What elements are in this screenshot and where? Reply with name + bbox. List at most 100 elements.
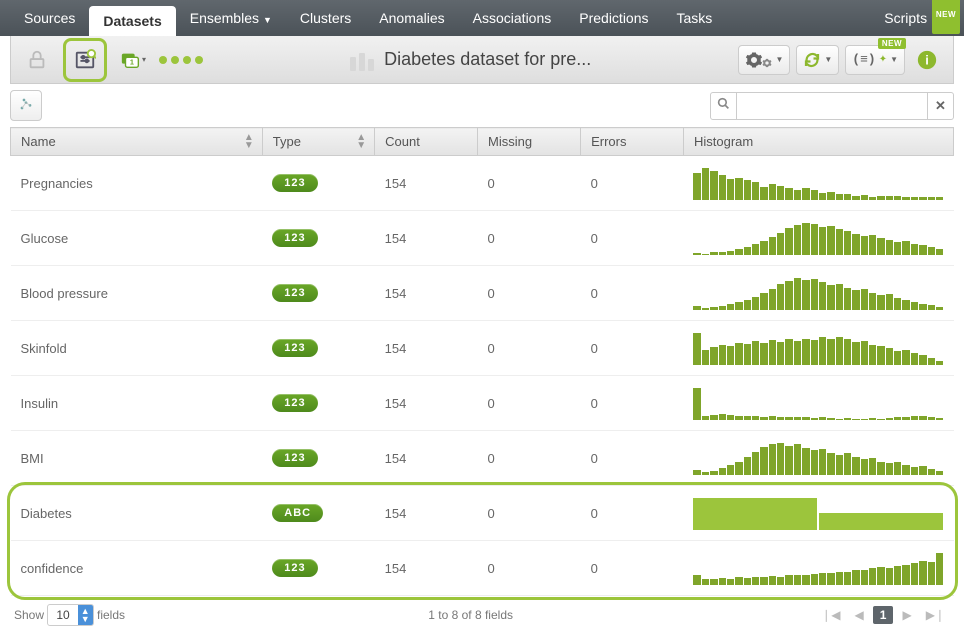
- count-cell: 154: [375, 156, 478, 211]
- histogram-cell: [683, 266, 953, 321]
- svg-text:1: 1: [130, 57, 134, 66]
- lock-icon: [21, 44, 53, 76]
- type-badge: 123: [272, 339, 317, 357]
- nav-tab-ensembles[interactable]: Ensembles▼: [176, 0, 286, 36]
- configure-dataset-button[interactable]: [63, 38, 107, 82]
- histogram-cell: [683, 541, 953, 596]
- title-area: Diabetes dataset for pre...: [213, 49, 728, 71]
- nav-tab-sources[interactable]: Sources: [10, 0, 89, 36]
- svg-text:i: i: [925, 52, 929, 67]
- table-row[interactable]: Glucose12315400: [11, 211, 954, 266]
- toolbar: 1 ▾ Diabetes dataset for pre... ▼ ▼ (≡)✦…: [10, 36, 954, 84]
- show-label: Show: [14, 608, 44, 622]
- dataset-stack-icon[interactable]: 1 ▾: [117, 44, 149, 76]
- errors-cell: 0: [581, 211, 684, 266]
- histogram-cell: [683, 156, 953, 211]
- errors-cell: 0: [581, 431, 684, 486]
- pager: ❘◀ ◀ 1 ▶ ▶❘: [816, 606, 950, 624]
- scatter-button[interactable]: [10, 90, 42, 121]
- count-cell: 154: [375, 266, 478, 321]
- table-row[interactable]: Blood pressure12315400: [11, 266, 954, 321]
- missing-cell: 0: [478, 541, 581, 596]
- field-name: Diabetes: [11, 486, 263, 541]
- histogram-cell: [683, 486, 953, 541]
- top-nav: SourcesDatasetsEnsembles▼ClustersAnomali…: [0, 0, 964, 36]
- sub-toolbar: ✕: [10, 90, 954, 121]
- type-badge: 123: [272, 284, 317, 302]
- page-title: Diabetes dataset for pre...: [384, 49, 591, 70]
- type-badge: 123: [272, 174, 317, 192]
- histogram-cell: [683, 321, 953, 376]
- nav-tab-clusters[interactable]: Clusters: [286, 0, 365, 36]
- missing-cell: 0: [478, 266, 581, 321]
- count-cell: 154: [375, 321, 478, 376]
- search-input[interactable]: [737, 93, 927, 119]
- table-footer: Show 10 ▲▼ fields 1 to 8 of 8 fields ❘◀ …: [10, 596, 954, 634]
- col-count: Count: [375, 128, 478, 156]
- missing-cell: 0: [478, 321, 581, 376]
- pager-last-button[interactable]: ▶❘: [921, 606, 950, 624]
- search-box: ✕: [710, 92, 954, 120]
- field-name: Insulin: [11, 376, 263, 431]
- fields-table: Name▲▼Type▲▼CountMissingErrorsHistogram …: [10, 127, 954, 596]
- missing-cell: 0: [478, 376, 581, 431]
- count-cell: 154: [375, 431, 478, 486]
- count-cell: 154: [375, 376, 478, 431]
- nav-tab-tasks[interactable]: Tasks: [663, 0, 727, 36]
- count-cell: 154: [375, 541, 478, 596]
- settings-menu-button[interactable]: ▼: [738, 45, 790, 75]
- col-missing: Missing: [478, 128, 581, 156]
- table-row[interactable]: confidence12315400: [11, 541, 954, 596]
- search-icon[interactable]: [711, 93, 737, 119]
- refresh-menu-button[interactable]: ▼: [796, 45, 839, 75]
- table-row[interactable]: BMI12315400: [11, 431, 954, 486]
- title-bars-icon: [350, 49, 374, 71]
- new-badge: NEW: [878, 38, 906, 49]
- clear-search-button[interactable]: ✕: [927, 93, 953, 119]
- fields-label: fields: [97, 608, 125, 622]
- errors-cell: 0: [581, 541, 684, 596]
- info-icon[interactable]: i: [911, 44, 943, 76]
- toolbar-right: ▼ ▼ (≡)✦ ▼ NEW i: [738, 44, 943, 76]
- errors-cell: 0: [581, 156, 684, 211]
- missing-cell: 0: [478, 211, 581, 266]
- nav-tab-datasets[interactable]: Datasets: [89, 6, 175, 36]
- table-row[interactable]: Pregnancies12315400: [11, 156, 954, 211]
- missing-cell: 0: [478, 156, 581, 211]
- type-badge: 123: [272, 394, 317, 412]
- nav-tab-scripts[interactable]: Scripts▼NEW: [870, 0, 954, 36]
- field-name: Blood pressure: [11, 266, 263, 321]
- pager-prev-button[interactable]: ◀: [850, 606, 869, 624]
- errors-cell: 0: [581, 321, 684, 376]
- type-badge: 123: [272, 559, 317, 577]
- count-cell: 154: [375, 486, 478, 541]
- nav-tab-anomalies[interactable]: Anomalies: [365, 0, 458, 36]
- pager-first-button[interactable]: ❘◀: [816, 606, 845, 624]
- missing-cell: 0: [478, 431, 581, 486]
- count-cell: 154: [375, 211, 478, 266]
- errors-cell: 0: [581, 486, 684, 541]
- histogram-cell: [683, 431, 953, 486]
- table-row[interactable]: Insulin12315400: [11, 376, 954, 431]
- type-badge: ABC: [272, 504, 323, 522]
- field-name: BMI: [11, 431, 263, 486]
- table-row[interactable]: DiabetesABC15400: [11, 486, 954, 541]
- field-name: confidence: [11, 541, 263, 596]
- filter-menu-button[interactable]: (≡)✦ ▼ NEW: [845, 45, 905, 75]
- nav-tab-predictions[interactable]: Predictions: [565, 0, 662, 36]
- missing-cell: 0: [478, 486, 581, 541]
- col-name[interactable]: Name▲▼: [11, 128, 263, 156]
- histogram-cell: [683, 376, 953, 431]
- col-type[interactable]: Type▲▼: [262, 128, 374, 156]
- app-root: SourcesDatasetsEnsembles▼ClustersAnomali…: [0, 0, 964, 634]
- pager build-next-button[interactable]: ▶: [897, 606, 916, 624]
- nav-tab-associations[interactable]: Associations: [459, 0, 566, 36]
- col-errors: Errors: [581, 128, 684, 156]
- page-size-select[interactable]: 10 ▲▼: [47, 604, 93, 626]
- col-histogram: Histogram: [683, 128, 953, 156]
- type-badge: 123: [272, 449, 317, 467]
- field-name: Skinfold: [11, 321, 263, 376]
- errors-cell: 0: [581, 266, 684, 321]
- type-badge: 123: [272, 229, 317, 247]
- table-row[interactable]: Skinfold12315400: [11, 321, 954, 376]
